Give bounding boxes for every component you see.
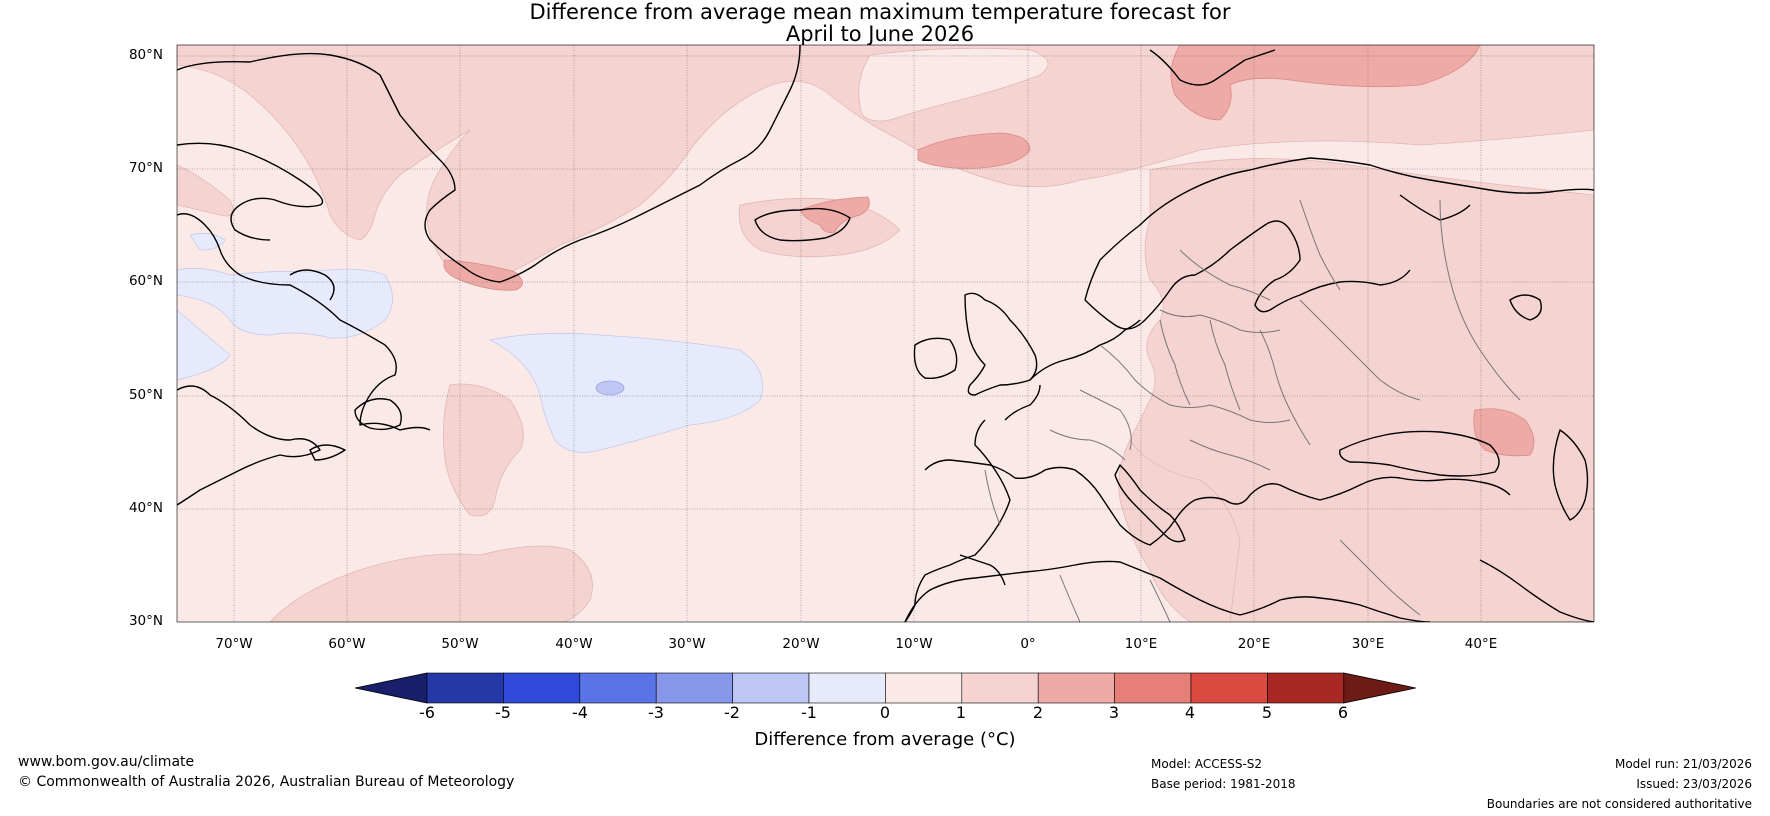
anomaly-2-3-svalbard xyxy=(1170,45,1481,121)
coastlines xyxy=(177,45,1594,622)
colorbar-tick: -6 xyxy=(419,703,435,722)
iceland-coast xyxy=(754,207,851,242)
lat-label-80n: 80°N xyxy=(128,47,163,63)
map-title-line1: Difference from average mean maximum tem… xyxy=(529,0,1231,24)
anomaly-0-1-arctic-hole xyxy=(858,47,1049,122)
colorbar xyxy=(354,672,1416,704)
colorbar-segment xyxy=(1037,672,1115,704)
lon-label-20w: 20°W xyxy=(782,636,820,652)
lon-label-10w: 10°W xyxy=(895,636,933,652)
footer-issued: Issued: 23/03/2026 xyxy=(1636,777,1752,791)
lat-label-40n: 40°N xyxy=(128,500,163,516)
lon-label-50w: 50°W xyxy=(441,636,479,652)
anomaly-neg1-0-labrador xyxy=(177,267,393,339)
nova-scotia xyxy=(309,444,346,461)
colorbar-segment xyxy=(1267,672,1345,704)
mediterranean-north xyxy=(1014,466,1511,546)
black-sea xyxy=(1339,430,1500,477)
anomaly-neg1-0-newfoundland-west xyxy=(177,309,231,381)
lon-label-40w: 40°W xyxy=(555,636,593,652)
colorbar-segment xyxy=(961,672,1039,704)
map-title-line2: April to June 2026 xyxy=(785,22,975,46)
lon-label-60w: 60°W xyxy=(328,636,366,652)
uk-ireland xyxy=(964,292,1038,396)
colorbar-segment xyxy=(655,672,733,704)
colorbar-segment xyxy=(1114,672,1192,704)
lon-label-20e: 20°E xyxy=(1237,636,1271,652)
anomaly-2-3-iceland xyxy=(799,196,870,234)
colorbar-segment xyxy=(1190,672,1268,704)
anomaly-1-2-arctic xyxy=(177,45,1594,283)
colorbar-tick: -4 xyxy=(572,703,588,722)
footer-disclaimer: Boundaries are not considered authoritat… xyxy=(1486,797,1752,811)
ireland xyxy=(913,337,958,380)
hudson-strait xyxy=(289,269,335,301)
anomaly-field xyxy=(177,45,1594,622)
footer-base-period: Base period: 1981-2018 xyxy=(1151,777,1296,791)
colorbar-tick: 2 xyxy=(1032,703,1044,722)
footer-copyright: © Commonwealth of Australia 2026, Austra… xyxy=(18,774,515,790)
footer-model-run: Model run: 21/03/2026 xyxy=(1614,757,1752,771)
anomaly-neg1-0-atlantic xyxy=(488,332,763,453)
lat-label-30n: 30°N xyxy=(128,613,163,629)
lon-label-70w: 70°W xyxy=(215,636,253,652)
country-borders xyxy=(984,199,1521,622)
colorbar-segment xyxy=(579,672,657,704)
greenland-west xyxy=(177,142,324,241)
labrador-coast xyxy=(177,385,321,506)
lon-label-30w: 30°W xyxy=(668,636,706,652)
colorbar-tick: 3 xyxy=(1108,703,1120,722)
lon-label-0: 0° xyxy=(1020,636,1036,652)
colorbar-tick: 0 xyxy=(879,703,891,722)
footer-model: Model: ACCESS-S2 xyxy=(1151,757,1263,771)
colorbar-tick: -2 xyxy=(724,703,740,722)
colorbar-tick: 1 xyxy=(955,703,967,722)
north-africa xyxy=(904,560,1431,622)
colorbar-tick: -5 xyxy=(495,703,511,722)
iberia xyxy=(924,459,1016,586)
graticule xyxy=(177,45,1594,622)
anomaly-2-3-norwegian-sea xyxy=(917,132,1031,169)
colorbar-segment xyxy=(732,672,810,704)
arabia-coast xyxy=(1479,559,1594,622)
colorbar-segment xyxy=(426,672,504,704)
anomaly-1-2-atlantic-south xyxy=(269,545,593,622)
colorbar-tick: 5 xyxy=(1261,703,1273,722)
colorbar-extend-low xyxy=(354,672,428,704)
italy xyxy=(1114,464,1186,543)
lon-label-40e: 40°E xyxy=(1464,636,1498,652)
baltic-finland xyxy=(1269,269,1411,311)
newfoundland xyxy=(354,398,402,431)
anomaly-1-2-atlantic-mid xyxy=(442,383,524,517)
caspian xyxy=(1552,429,1589,521)
novaya-zemlya xyxy=(1509,294,1542,321)
lat-label-60n: 60°N xyxy=(128,273,163,289)
lat-label-70n: 70°N xyxy=(128,160,163,176)
lon-label-30e: 30°E xyxy=(1351,636,1385,652)
white-sea xyxy=(1399,194,1471,221)
colorbar-tick: -3 xyxy=(648,703,664,722)
lat-label-50n: 50°N xyxy=(128,387,163,403)
colorbar-tick: -1 xyxy=(801,703,817,722)
colorbar-tick: 6 xyxy=(1337,703,1349,722)
colorbar-tick: 4 xyxy=(1184,703,1196,722)
colorbar-segment xyxy=(885,672,963,704)
footer-website: www.bom.gov.au/climate xyxy=(18,754,195,770)
colorbar-segment xyxy=(503,672,581,704)
map-frame xyxy=(176,44,1595,623)
anomaly-neg1-0-labrador-north xyxy=(189,232,226,251)
colorbar-extend-high xyxy=(1343,672,1416,704)
svalbard-coast xyxy=(1149,49,1276,86)
lon-label-10e: 10°E xyxy=(1124,636,1158,652)
colorbar-label: Difference from average (°C) xyxy=(754,729,1016,750)
colorbar-segment xyxy=(808,672,886,704)
scandinavia-coast xyxy=(1084,157,1594,301)
greenland-coast xyxy=(177,45,801,283)
anomaly-neg2-neg1-atlantic xyxy=(595,380,625,396)
scandinavia-south xyxy=(1084,220,1301,330)
